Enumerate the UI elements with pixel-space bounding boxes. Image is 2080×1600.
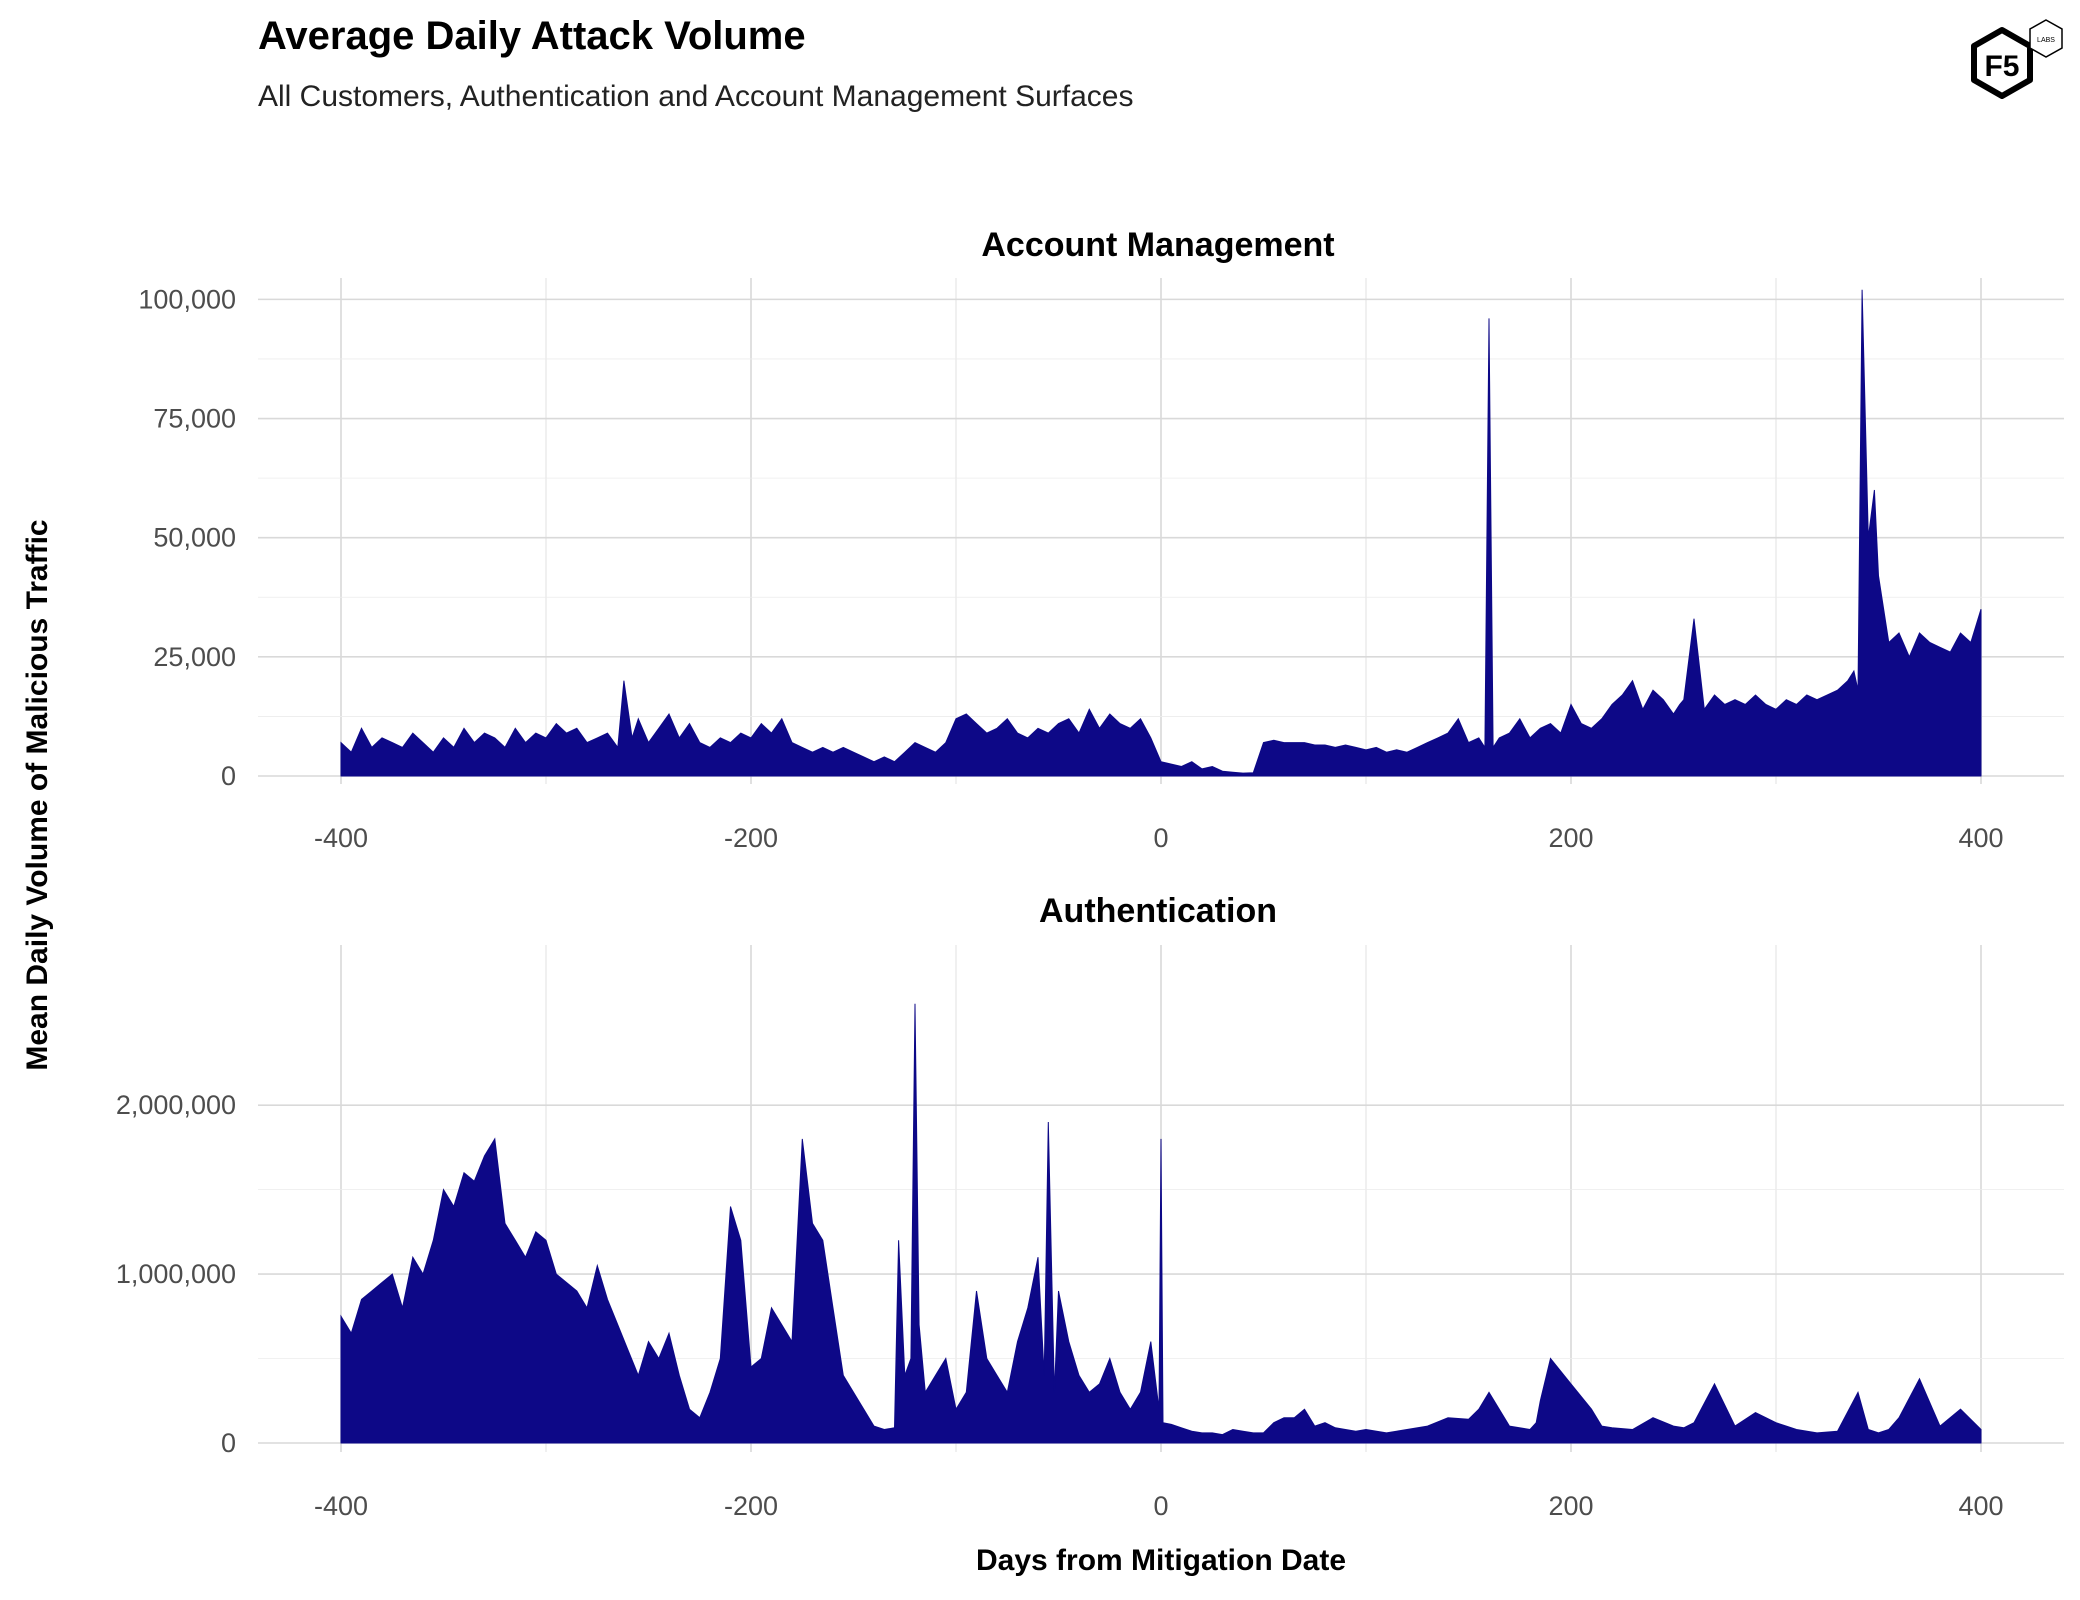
y-tick-label: 0 <box>221 1428 236 1458</box>
y-tick-label: 100,000 <box>138 284 236 314</box>
chart-title: Average Daily Attack Volume <box>258 14 806 58</box>
x-tick-label: 0 <box>1153 823 1168 853</box>
panel-0: 0 25,000 50,000 75,000 100,000 -400 -200 0 200 40… <box>138 226 2064 853</box>
x-tick-label: -400 <box>314 823 368 853</box>
logo-badge: LABS <box>2037 37 2055 44</box>
x-tick-label: 0 <box>1153 1491 1168 1521</box>
y-tick-label: 2,000,000 <box>116 1090 236 1120</box>
y-tick-label: 75,000 <box>153 404 236 434</box>
y-tick-label: 1,000,000 <box>116 1259 236 1289</box>
logo-text: F5 <box>1984 50 2019 83</box>
panel-1: 0 1,000,000 2,000,000 -400 -200 0 200 400 Authen… <box>116 892 2064 1521</box>
panel-title: Account Management <box>981 226 1334 264</box>
series-area <box>340 1003 1982 1444</box>
panel-title: Authentication <box>1039 892 1277 930</box>
series-area <box>340 289 1982 777</box>
x-axis-label: Days from Mitigation Date <box>975 1544 1347 1577</box>
x-tick-label: 400 <box>1958 823 2003 853</box>
x-tick-label: -200 <box>724 1491 778 1521</box>
y-tick-label: 50,000 <box>153 523 236 553</box>
chart-subtitle: All Customers, Authentication and Accoun… <box>258 80 1134 113</box>
x-tick-label: -400 <box>314 1491 368 1521</box>
y-tick-label: 25,000 <box>153 642 236 672</box>
f5-labs-logo-icon: F5 LABS <box>1971 19 2063 99</box>
x-tick-label: 400 <box>1958 1491 2003 1521</box>
x-tick-label: 200 <box>1548 1491 1593 1521</box>
x-tick-label: 200 <box>1548 823 1593 853</box>
x-tick-label: -200 <box>724 823 778 853</box>
y-tick-label: 0 <box>221 761 236 791</box>
